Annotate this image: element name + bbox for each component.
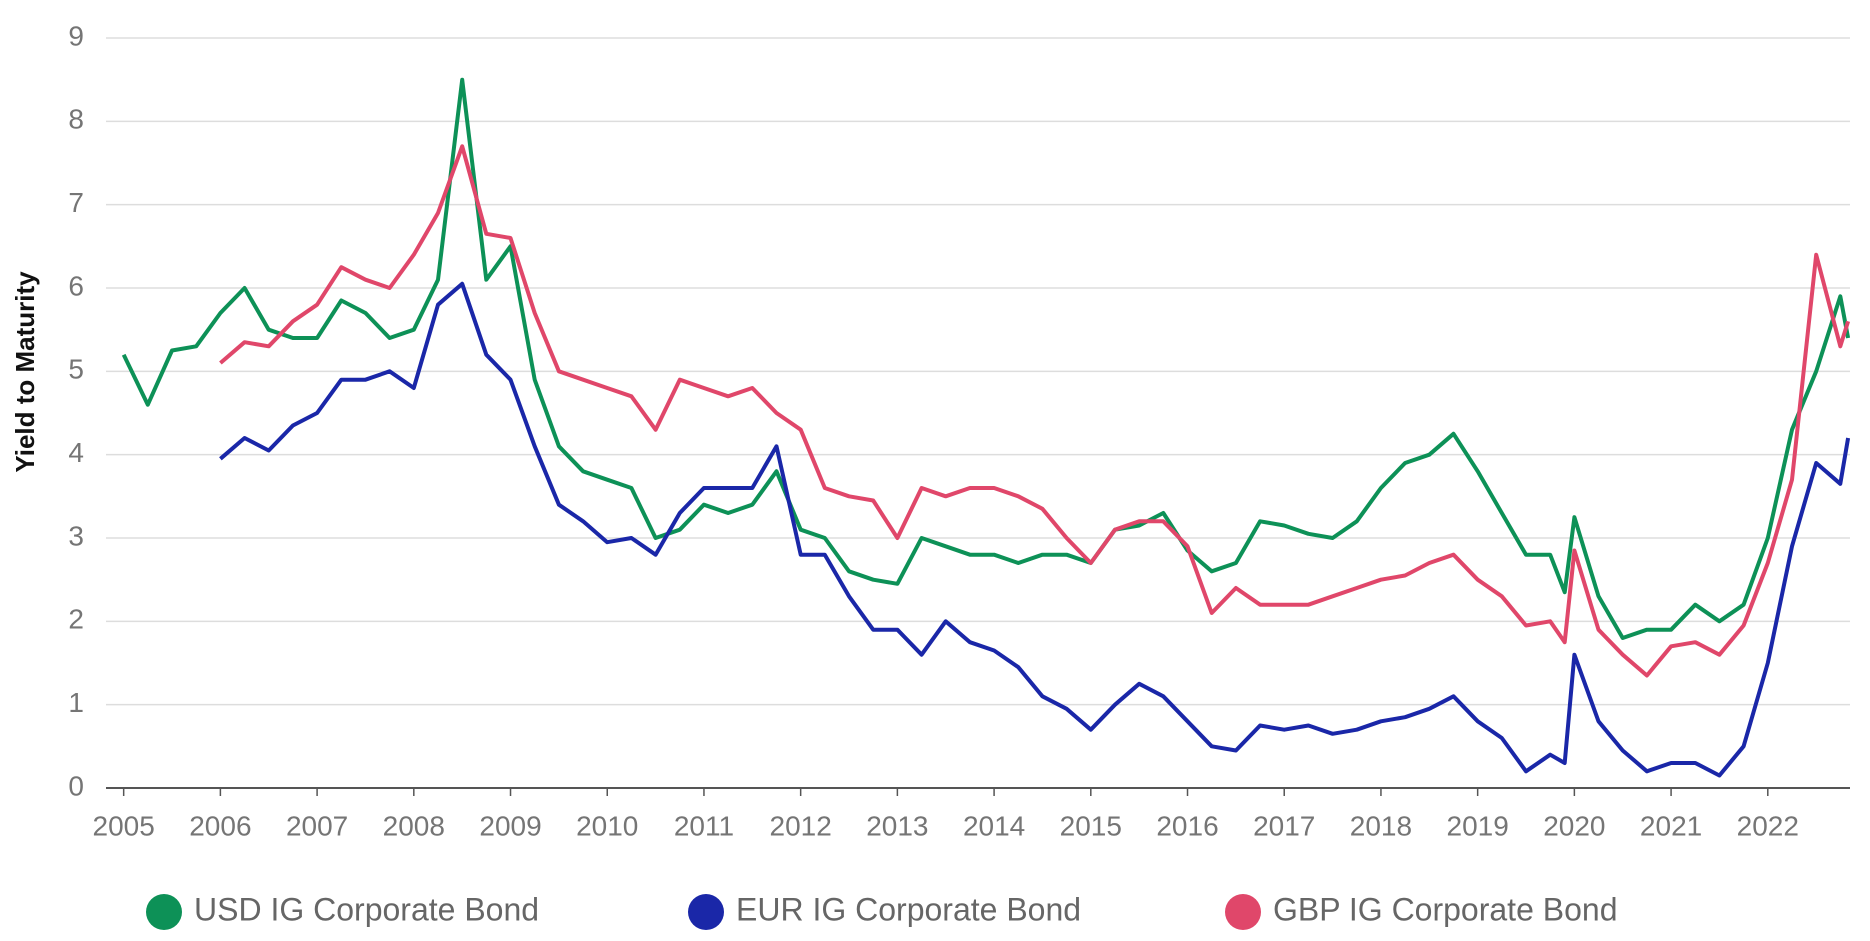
y-tick-label: 2 — [68, 604, 84, 635]
legend-marker — [146, 894, 182, 930]
y-tick-label: 0 — [68, 770, 84, 801]
x-tick-label: 2009 — [479, 810, 541, 841]
legend-label: USD IG Corporate Bond — [194, 891, 539, 927]
x-tick-label: 2014 — [963, 810, 1025, 841]
x-tick-label: 2006 — [189, 810, 251, 841]
y-axis-title: Yield to Maturity — [10, 271, 40, 473]
y-tick-label: 8 — [68, 104, 84, 135]
x-tick-label: 2008 — [383, 810, 445, 841]
y-tick-label: 7 — [68, 187, 84, 218]
legend-marker — [688, 894, 724, 930]
x-tick-label: 2020 — [1543, 810, 1605, 841]
legend-label: GBP IG Corporate Bond — [1273, 891, 1617, 927]
y-tick-label: 3 — [68, 520, 84, 551]
y-tick-label: 5 — [68, 354, 84, 385]
y-tick-label: 9 — [68, 20, 84, 51]
series-line — [121, 77, 1851, 640]
x-tick-label: 2012 — [770, 810, 832, 841]
legend-marker — [1225, 894, 1261, 930]
series-line — [219, 281, 1851, 778]
x-tick-label: 2011 — [674, 810, 734, 841]
x-tick-label: 2021 — [1640, 810, 1702, 841]
y-tick-label: 4 — [68, 437, 84, 468]
x-tick-label: 2015 — [1060, 810, 1122, 841]
series-line — [219, 144, 1851, 678]
x-tick-label: 2010 — [576, 810, 638, 841]
x-tick-label: 2017 — [1253, 810, 1315, 841]
x-tick-label: 2022 — [1737, 810, 1799, 841]
x-tick-label: 2019 — [1447, 810, 1509, 841]
x-tick-label: 2018 — [1350, 810, 1412, 841]
x-tick-label: 2013 — [866, 810, 928, 841]
y-tick-label: 1 — [68, 687, 84, 718]
x-tick-label: 2016 — [1156, 810, 1218, 841]
legend-label: EUR IG Corporate Bond — [736, 891, 1081, 927]
y-tick-label: 6 — [68, 270, 84, 301]
x-tick-label: 2005 — [93, 810, 155, 841]
x-tick-label: 2007 — [286, 810, 348, 841]
